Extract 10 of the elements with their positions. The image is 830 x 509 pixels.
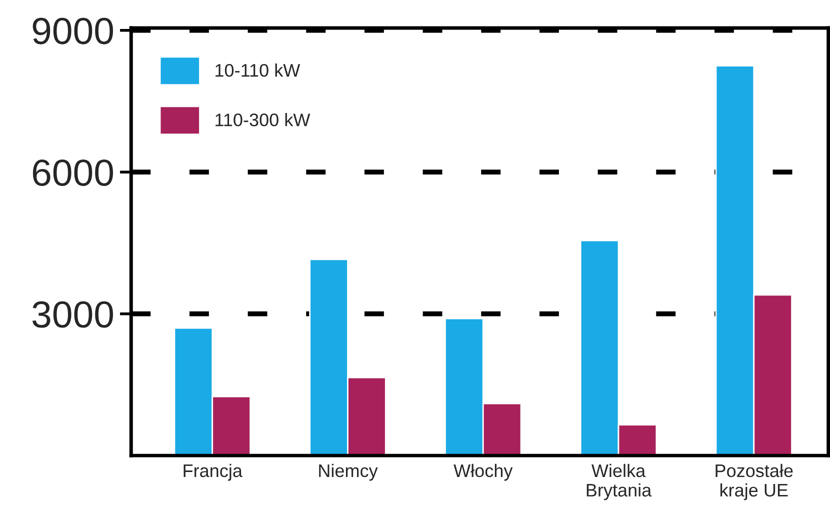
x-tick-label: Włochy [454, 464, 513, 481]
x-tick-label: Pozostałe kraje UE [716, 464, 793, 500]
legend-label: 110-300 kW [216, 113, 310, 126]
x-tick-label: Francja [184, 464, 242, 481]
y-tick-label: 3000 [32, 301, 114, 328]
legend-label: 10-110 kW [216, 63, 300, 77]
x-tick-label: Wielka Brytania [586, 464, 652, 500]
y-tick-label: 9000 [32, 18, 114, 44]
y-tick-label: 6000 [32, 159, 114, 186]
x-tick-label: Niemcy [319, 464, 378, 481]
